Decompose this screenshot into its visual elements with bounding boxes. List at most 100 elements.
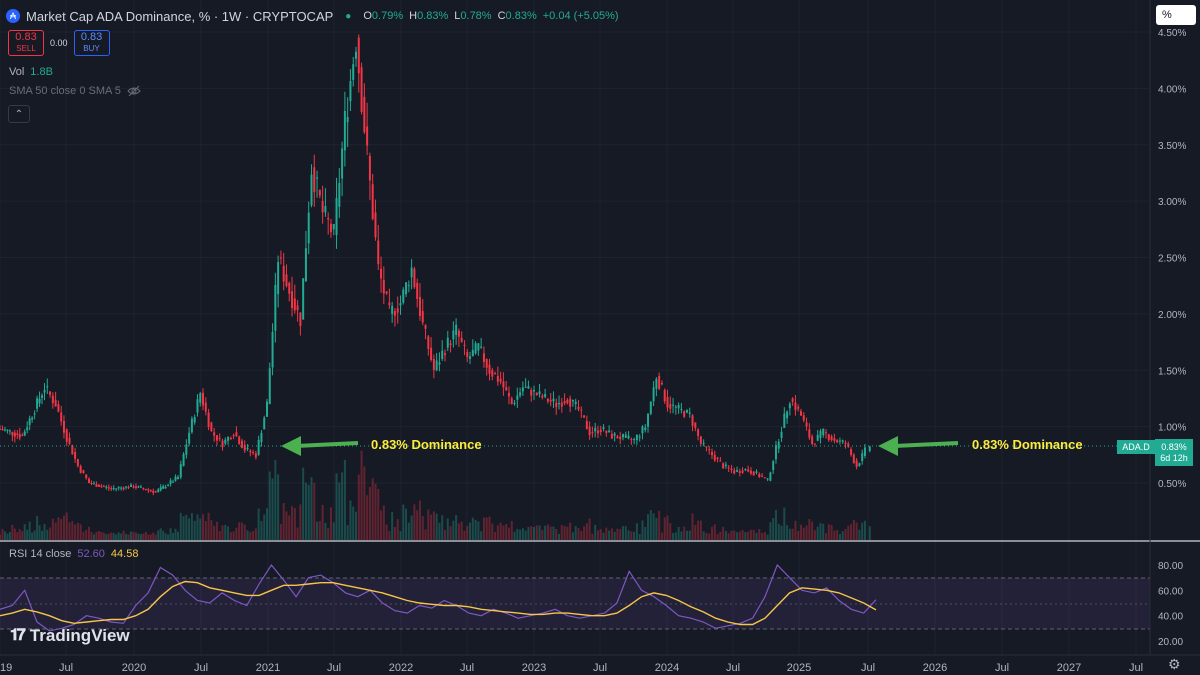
volume-bar: [482, 517, 485, 540]
volume-bar: [558, 533, 561, 540]
volume-bar: [441, 515, 444, 540]
settings-icon[interactable]: ⚙: [1168, 656, 1181, 672]
volume-bar: [167, 534, 170, 540]
volume-bar: [727, 533, 730, 540]
chart-header: ₳ Market Cap ADA Dominance, % · 1W · CRY…: [6, 6, 619, 26]
candle-body: [107, 487, 110, 489]
volume-bar: [268, 471, 271, 540]
eye-off-icon[interactable]: [127, 85, 141, 97]
time-axis[interactable]: 2019 Jul 2020 Jul 2021 Jul 2022 Jul 2023 Jul 2024 J…: [0, 654, 1200, 674]
candle-body: [783, 413, 786, 429]
candle-body: [571, 399, 574, 402]
time-tick-label: 2027: [1057, 662, 1081, 674]
volume-bar: [738, 531, 741, 540]
candle-body: [786, 411, 789, 419]
volume-bar: [797, 530, 800, 540]
volume-bar: [46, 529, 49, 540]
rsi-ma-line: [0, 580, 877, 626]
volume-bar: [391, 511, 394, 540]
volume-bar: [421, 516, 424, 540]
candle-body: [533, 390, 535, 392]
buy-button[interactable]: 0.83 BUY: [73, 30, 110, 56]
rsi-legend[interactable]: RSI 14 close 52.60 44.58: [9, 548, 138, 560]
candle-body: [535, 392, 538, 396]
chart-title[interactable]: Market Cap ADA Dominance, % · 1W · CRYPT…: [26, 8, 334, 24]
volume-bar: [288, 515, 291, 540]
candle-body: [324, 206, 327, 213]
volume-bar: [800, 524, 802, 540]
arrow-right: [878, 436, 959, 456]
volume-bar: [243, 524, 246, 540]
rsi-axis[interactable]: 20.00 40.00 60.00 80.00: [1158, 561, 1183, 648]
volume-bar: [324, 522, 327, 540]
candle-body: [185, 444, 188, 455]
tradingview-logo[interactable]: 𝟏𝟕 TradingView: [10, 626, 130, 646]
volume-bar: [535, 525, 538, 540]
candle-body: [196, 399, 199, 413]
volume-bar: [82, 531, 85, 540]
scale-percent-button[interactable]: %: [1156, 5, 1196, 25]
collapse-legend-button[interactable]: ⌃: [8, 105, 30, 123]
candle-body: [332, 223, 335, 230]
candle-body: [644, 427, 647, 431]
candle-body: [179, 464, 182, 478]
volume-bar: [683, 526, 686, 540]
volume-bar: [850, 524, 853, 540]
candle-body: [327, 218, 330, 220]
volume-bar: [349, 500, 352, 540]
price-axis[interactable]: 0.50% 1.00% 1.50% 2.00% 2.50% 3.00% 3.50% 4.00%…: [1158, 28, 1186, 490]
volume-bar: [182, 516, 185, 540]
candle-body: [154, 491, 157, 493]
candle-body: [343, 111, 346, 151]
rsi-tick-label: 80.00: [1158, 561, 1183, 572]
candles[interactable]: [0, 34, 871, 496]
candle-body: [432, 358, 435, 371]
candle-body: [702, 442, 705, 444]
candle-body: [446, 337, 449, 348]
volume-bar: [139, 533, 142, 540]
sell-button[interactable]: 0.83 SELL: [8, 30, 44, 56]
volume-bar: [291, 506, 294, 540]
price-tick-label: 2.00%: [1158, 310, 1186, 321]
volume-bar: [346, 525, 349, 540]
arrow-left: [281, 436, 359, 456]
volume-bar: [822, 523, 825, 540]
volume-bar: [786, 525, 789, 540]
volume-bar: [88, 526, 90, 540]
candle-body: [36, 398, 39, 409]
candle-body: [647, 413, 650, 427]
volume-bar: [174, 528, 177, 540]
candle-body: [193, 417, 196, 423]
volume-bar: [702, 531, 705, 540]
volume-bar: [763, 532, 766, 540]
volume-bar: [855, 522, 858, 540]
volume-bar: [552, 526, 555, 540]
ohlc-open-value: 0.79%: [371, 10, 404, 22]
candle-body: [868, 446, 871, 451]
volume-bar: [132, 532, 135, 540]
volume-bar: [355, 511, 357, 540]
candle-body: [705, 446, 708, 448]
candle-body: [105, 486, 108, 488]
volume-bar: [137, 533, 140, 540]
annotation-right[interactable]: 0.83% Dominance: [972, 437, 1083, 452]
volume-bar: [360, 450, 363, 540]
volume-bar: [85, 529, 88, 540]
candle-body: [780, 431, 783, 438]
candle-body: [238, 436, 241, 445]
volume-bar: [38, 525, 41, 540]
annotation-left[interactable]: 0.83% Dominance: [371, 437, 482, 452]
volume-legend[interactable]: Vol 1.8B: [9, 66, 53, 78]
candle-body: [122, 487, 125, 490]
volume-bar: [172, 532, 175, 540]
volume-bar: [749, 529, 752, 540]
candle-body: [97, 484, 100, 487]
volume-bar: [366, 495, 369, 540]
candle-body: [88, 478, 90, 484]
volume-bar: [563, 525, 566, 540]
candle-body: [800, 411, 802, 416]
sma-legend[interactable]: SMA 50 close 0 SMA 5: [9, 85, 141, 97]
candle-body: [730, 468, 733, 471]
time-tick-label: Jul: [1129, 662, 1143, 674]
